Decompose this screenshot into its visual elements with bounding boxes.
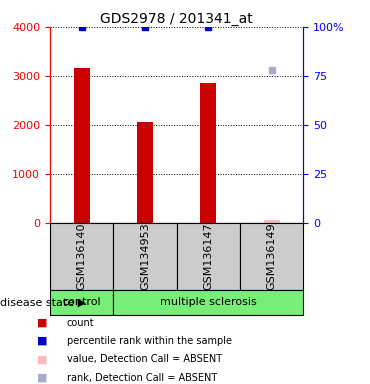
Text: GSM136149: GSM136149 <box>267 222 277 290</box>
Text: ■: ■ <box>37 336 47 346</box>
Text: ■: ■ <box>37 318 47 328</box>
Text: rank, Detection Call = ABSENT: rank, Detection Call = ABSENT <box>67 373 217 383</box>
Text: disease state ▶: disease state ▶ <box>0 297 86 308</box>
Bar <box>74 68 90 223</box>
Text: count: count <box>67 318 94 328</box>
Text: GSM136147: GSM136147 <box>204 222 213 290</box>
Text: multiple sclerosis: multiple sclerosis <box>160 297 257 308</box>
Text: percentile rank within the sample: percentile rank within the sample <box>67 336 232 346</box>
Text: ■: ■ <box>37 373 47 383</box>
Bar <box>201 83 216 223</box>
Bar <box>264 220 280 223</box>
Text: value, Detection Call = ABSENT: value, Detection Call = ABSENT <box>67 354 222 364</box>
Bar <box>177 223 240 290</box>
Bar <box>113 223 177 290</box>
Bar <box>137 122 153 223</box>
Text: GSM136140: GSM136140 <box>77 223 87 290</box>
Bar <box>50 223 113 290</box>
Title: GDS2978 / 201341_at: GDS2978 / 201341_at <box>100 12 253 26</box>
Bar <box>240 223 303 290</box>
Bar <box>113 290 303 315</box>
Text: ■: ■ <box>37 354 47 364</box>
Text: control: control <box>62 297 101 308</box>
Bar <box>50 290 113 315</box>
Text: GSM134953: GSM134953 <box>140 222 150 290</box>
